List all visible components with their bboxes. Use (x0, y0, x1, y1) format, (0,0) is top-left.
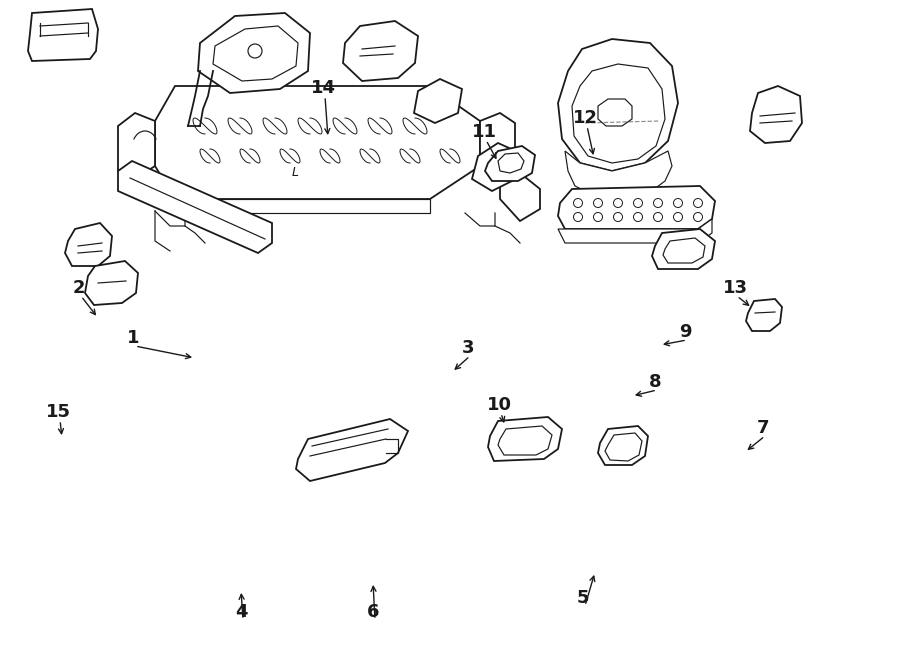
Polygon shape (480, 113, 515, 179)
Polygon shape (558, 186, 715, 229)
Text: 1: 1 (127, 329, 140, 347)
Text: 9: 9 (679, 323, 691, 341)
Polygon shape (155, 86, 480, 199)
Polygon shape (498, 426, 552, 455)
Text: 14: 14 (310, 79, 336, 97)
Polygon shape (485, 146, 535, 181)
Polygon shape (296, 419, 408, 481)
Polygon shape (175, 199, 430, 213)
Polygon shape (488, 417, 562, 461)
Polygon shape (85, 261, 138, 305)
Polygon shape (500, 169, 540, 221)
Text: 6: 6 (367, 603, 379, 621)
Polygon shape (414, 79, 462, 123)
Polygon shape (565, 151, 672, 199)
Text: 5: 5 (577, 589, 590, 607)
Text: 8: 8 (649, 373, 662, 391)
Text: 4: 4 (235, 603, 248, 621)
Polygon shape (118, 113, 155, 179)
Text: 15: 15 (46, 403, 70, 421)
Polygon shape (198, 13, 310, 93)
Polygon shape (652, 229, 715, 269)
Text: 7: 7 (757, 419, 770, 437)
Polygon shape (558, 219, 712, 243)
Text: 10: 10 (487, 396, 511, 414)
Text: L: L (292, 167, 299, 180)
Text: 3: 3 (462, 339, 474, 357)
Text: 12: 12 (572, 109, 598, 127)
Text: 11: 11 (472, 123, 497, 141)
Polygon shape (605, 433, 642, 461)
Polygon shape (213, 26, 298, 81)
Text: 13: 13 (723, 279, 748, 297)
Polygon shape (118, 161, 272, 253)
Polygon shape (663, 238, 705, 263)
Polygon shape (343, 21, 418, 81)
Polygon shape (750, 86, 802, 143)
Polygon shape (65, 223, 112, 266)
Text: 2: 2 (73, 279, 86, 297)
Polygon shape (28, 9, 98, 61)
Polygon shape (558, 39, 678, 171)
Polygon shape (498, 153, 524, 173)
Polygon shape (472, 143, 520, 191)
Polygon shape (598, 99, 632, 126)
Polygon shape (598, 426, 648, 465)
Polygon shape (746, 299, 782, 331)
Polygon shape (572, 64, 665, 163)
